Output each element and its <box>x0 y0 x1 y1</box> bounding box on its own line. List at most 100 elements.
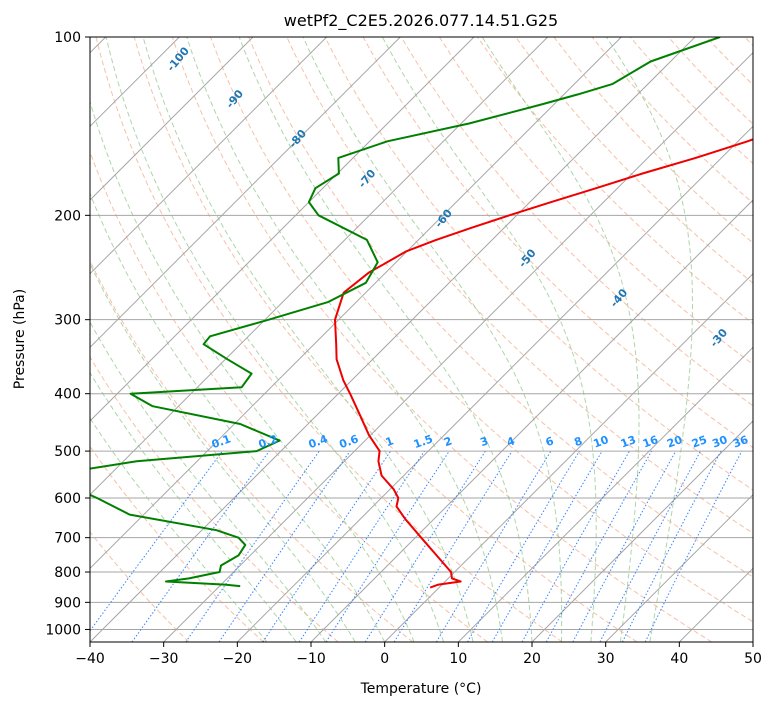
isotherm-line <box>236 125 753 642</box>
isotherm-line <box>90 37 401 349</box>
x-tick-label: 0 <box>380 651 389 667</box>
isotherm-line <box>531 420 753 642</box>
mixing-ratio-line <box>185 450 320 642</box>
mixing-ratio-line <box>521 450 630 642</box>
dry-adiabat-line <box>591 37 753 204</box>
moist-adiabat-line <box>90 192 386 642</box>
mixing-ratio-label: 0.2 <box>257 432 280 451</box>
x-tick-label: 40 <box>670 651 688 667</box>
mixing-ratio-line <box>393 450 513 642</box>
moist-adiabat-line <box>90 262 356 642</box>
moist-adiabat-line <box>302 37 563 642</box>
mixing-ratio-line <box>325 450 450 642</box>
mixing-ratio-label: 10 <box>592 433 611 451</box>
dry-adiabat-line <box>133 37 638 642</box>
mixing-ratio-line <box>298 450 425 642</box>
moist-adiabat-line <box>381 37 597 642</box>
mixing-ratio-label: 2 <box>442 434 454 449</box>
dry-adiabat-line <box>95 37 563 642</box>
moist-adiabat-line <box>105 37 445 642</box>
moist-adiabat-line <box>186 37 503 642</box>
x-tick-label: 20 <box>523 651 541 667</box>
tick-layer: −40 −30 −20 −10 0 10 20 30 40 5010020030040050060… <box>45 30 762 667</box>
y-tick-label: 900 <box>54 595 81 611</box>
isotherm-line <box>310 199 753 642</box>
mixing-ratio-label: 0.6 <box>338 432 361 451</box>
mixing-ratio-line <box>218 450 351 642</box>
moist-adiabat-line <box>606 37 693 642</box>
dry-adiabat-line <box>90 259 414 642</box>
mixing-ratio-line <box>644 450 743 642</box>
mixing-ratio-line <box>621 450 722 642</box>
moist-adiabat-line <box>90 417 268 642</box>
isotherm-line <box>90 37 328 275</box>
grid-layer <box>90 37 753 642</box>
isotherm-line <box>605 493 753 642</box>
dry-adiabat-line <box>553 37 753 244</box>
y-tick-label: 300 <box>54 313 81 329</box>
y-tick-label: 1000 <box>45 622 81 638</box>
mixing-ratio-label: 13 <box>619 433 638 450</box>
isotherm-line <box>90 37 696 642</box>
isotherm-line <box>457 346 753 642</box>
moist-adiabat-line <box>481 37 640 642</box>
dry-adiabat-line <box>438 37 753 365</box>
mixing-ratio-label: 36 <box>731 433 750 451</box>
y-axis-label: Pressure (hPa) <box>12 289 28 389</box>
y-tick-label: 600 <box>54 491 81 507</box>
x-tick-label: −40 <box>75 651 105 667</box>
x-tick-label: 30 <box>597 651 615 667</box>
plot-frame <box>89 36 754 643</box>
y-tick-label: 100 <box>54 30 81 46</box>
dry-adiabat-line <box>90 531 190 642</box>
dry-adiabat-line <box>286 37 753 534</box>
moist-adiabat-line <box>90 321 327 642</box>
mixing-ratio-line <box>364 450 486 642</box>
dry-adiabat-line <box>248 37 753 578</box>
mixing-ratio-label: 4 <box>505 434 517 449</box>
x-tick-label: −10 <box>296 651 326 667</box>
isotherm-line <box>163 51 753 642</box>
y-tick-label: 500 <box>54 444 81 460</box>
mixing-ratio-line <box>90 450 223 632</box>
isotherm-line <box>90 37 254 201</box>
moist-adiabat-line <box>238 37 533 642</box>
isotherm-line <box>90 37 622 570</box>
dry-adiabat-line <box>90 150 488 642</box>
sounding-trace <box>90 37 721 588</box>
mixing-ratio-label: 0.1 <box>210 432 233 451</box>
mixing-ratio-label: 1.5 <box>412 432 435 451</box>
y-tick-label: 200 <box>54 208 81 224</box>
isotherm-line <box>90 37 475 422</box>
mixing-ratio-label: 0.4 <box>307 432 330 451</box>
x-tick-label: −30 <box>149 651 179 667</box>
dry-adiabat-line <box>400 37 753 407</box>
mixing-ratio-label: 1 <box>384 434 396 449</box>
mixing-ratio-label: 6 <box>544 434 556 449</box>
moist-adiabat-line <box>142 37 474 642</box>
plot-background <box>90 37 753 642</box>
y-tick-label: 800 <box>54 565 81 581</box>
dry-adiabat-line <box>210 37 753 623</box>
mixing-ratio-label: 30 <box>710 433 729 451</box>
x-tick-label: 10 <box>449 651 467 667</box>
chart-title: wetPf2_C2E5.2026.077.14.51.G25 <box>284 11 558 31</box>
mixing-ratio-label: 3 <box>478 434 490 449</box>
mixing-ratio-line <box>491 450 603 642</box>
dry-adiabat-line <box>324 37 753 491</box>
mixing-ratio-line <box>599 450 701 642</box>
x-axis-label: Temperature (°C) <box>360 681 482 697</box>
mixing-ratio-label: 25 <box>690 433 709 450</box>
isotherm-line <box>384 272 753 642</box>
mixing-ratio-label: 8 <box>572 434 584 449</box>
dry-adiabat-line <box>171 37 712 642</box>
sounding-trace <box>334 138 753 589</box>
series-layer <box>90 37 753 589</box>
dry-adiabat-line <box>90 355 339 642</box>
mixing-ratio-line <box>545 450 653 642</box>
isotherm-line <box>752 641 753 642</box>
mixing-ratio-line <box>572 450 677 642</box>
x-tick-label: 50 <box>744 651 762 667</box>
x-tick-label: −20 <box>223 651 253 667</box>
